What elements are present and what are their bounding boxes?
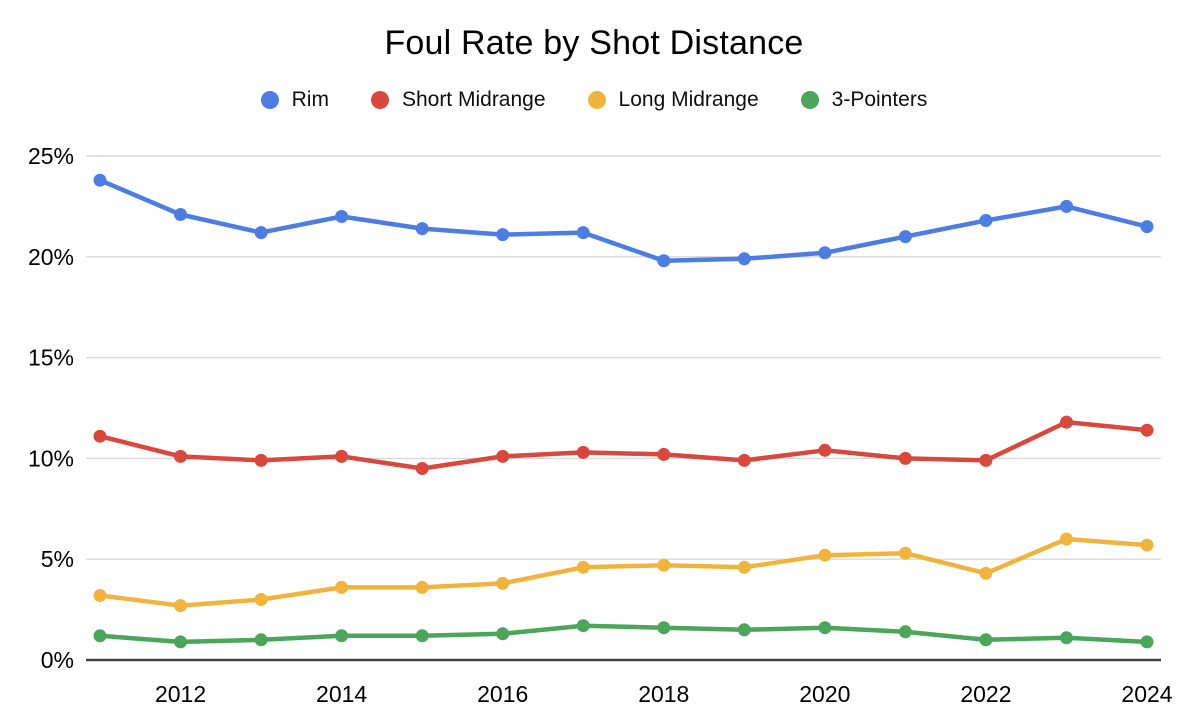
point-long-midrange-2012[interactable] bbox=[174, 599, 187, 613]
point-rim-2017[interactable] bbox=[576, 226, 590, 240]
point-3-pointers-2016[interactable] bbox=[496, 627, 510, 641]
point-3-pointers-2011[interactable] bbox=[93, 629, 107, 643]
legend-swatch-3-pointers-icon bbox=[800, 91, 819, 109]
point-short-midrange-2020[interactable] bbox=[818, 443, 832, 457]
point-rim-2022[interactable] bbox=[979, 214, 993, 227]
point-rim-2016[interactable] bbox=[496, 228, 510, 242]
point-short-midrange-2015[interactable] bbox=[415, 462, 429, 475]
point-long-midrange-2011[interactable] bbox=[93, 589, 107, 602]
point-short-midrange-2023[interactable] bbox=[1060, 415, 1073, 429]
legend-item-long-midrange[interactable]: Long Midrange bbox=[587, 88, 759, 112]
point-3-pointers-2023[interactable] bbox=[1060, 631, 1073, 645]
point-3-pointers-2021[interactable] bbox=[898, 625, 912, 639]
line-short-midrange bbox=[97, 419, 1150, 471]
point-rim-2020[interactable] bbox=[818, 246, 832, 260]
y-tick-label-15: 15% bbox=[28, 345, 74, 371]
point-long-midrange-2024[interactable] bbox=[1140, 538, 1154, 552]
point-rim-2015[interactable] bbox=[415, 222, 429, 236]
point-long-midrange-2022[interactable] bbox=[979, 566, 993, 580]
legend-label-short-midrange: Short Midrange bbox=[401, 88, 546, 111]
legend-item-3-pointers[interactable]: 3-Pointers bbox=[800, 88, 928, 112]
point-long-midrange-2018[interactable] bbox=[657, 558, 671, 572]
point-short-midrange-2012[interactable] bbox=[174, 449, 187, 463]
point-3-pointers-2015[interactable] bbox=[415, 629, 429, 643]
legend-swatch-long-midrange-icon bbox=[587, 91, 606, 109]
point-3-pointers-2022[interactable] bbox=[979, 633, 993, 647]
chart-title: Foul Rate by Shot Distance bbox=[384, 24, 804, 62]
x-tick-label-2012: 2012 bbox=[155, 681, 206, 707]
legend-swatch-rim-icon bbox=[260, 91, 279, 109]
point-3-pointers-2024[interactable] bbox=[1140, 635, 1154, 649]
line-chart: 0% 5% 10% 15% 20% 25% 2012 2014 2016 2018 2020 2022… bbox=[28, 143, 1173, 707]
point-long-midrange-2013[interactable] bbox=[254, 593, 268, 606]
point-3-pointers-2020[interactable] bbox=[818, 621, 832, 635]
point-short-midrange-2019[interactable] bbox=[737, 453, 751, 467]
point-long-midrange-2019[interactable] bbox=[737, 560, 751, 574]
y-tick-label-25: 25% bbox=[28, 143, 74, 169]
point-rim-2023[interactable] bbox=[1060, 199, 1073, 213]
point-long-midrange-2016[interactable] bbox=[496, 576, 510, 590]
point-long-midrange-2015[interactable] bbox=[415, 580, 429, 594]
legend-item-short-midrange[interactable]: Short Midrange bbox=[370, 88, 546, 112]
point-rim-2011[interactable] bbox=[93, 173, 107, 187]
point-3-pointers-2012[interactable] bbox=[174, 635, 187, 649]
point-3-pointers-2014[interactable] bbox=[335, 629, 349, 643]
plot-area: 0% 5% 10% 15% 20% 25% 2012 2014 2016 2018 2020 2022… bbox=[0, 130, 1188, 728]
point-short-midrange-2014[interactable] bbox=[335, 449, 349, 463]
x-tick-label-2022: 2022 bbox=[960, 681, 1011, 707]
point-short-midrange-2011[interactable] bbox=[93, 429, 107, 443]
legend-item-rim[interactable]: Rim bbox=[260, 88, 329, 112]
point-long-midrange-2023[interactable] bbox=[1060, 532, 1073, 546]
point-rim-2018[interactable] bbox=[657, 254, 671, 268]
x-tick-label-2024: 2024 bbox=[1121, 681, 1172, 707]
point-short-midrange-2024[interactable] bbox=[1140, 423, 1154, 437]
point-long-midrange-2014[interactable] bbox=[335, 580, 349, 594]
point-long-midrange-2021[interactable] bbox=[898, 546, 912, 560]
point-3-pointers-2019[interactable] bbox=[737, 623, 751, 637]
point-rim-2013[interactable] bbox=[254, 226, 268, 240]
point-short-midrange-2017[interactable] bbox=[576, 445, 590, 459]
point-rim-2012[interactable] bbox=[174, 208, 187, 221]
y-tick-label-20: 20% bbox=[28, 244, 74, 270]
x-tick-label-2014: 2014 bbox=[316, 681, 367, 707]
legend: Rim Short Midrange Long Midrange 3-Pointers bbox=[0, 88, 1188, 112]
x-tick-label-2020: 2020 bbox=[799, 681, 850, 707]
point-rim-2014[interactable] bbox=[335, 210, 349, 223]
point-rim-2019[interactable] bbox=[737, 252, 751, 266]
point-long-midrange-2017[interactable] bbox=[576, 560, 590, 574]
point-short-midrange-2018[interactable] bbox=[657, 447, 671, 461]
line-rim bbox=[97, 177, 1150, 264]
y-tick-label-5: 5% bbox=[41, 546, 74, 572]
x-tick-label-2016: 2016 bbox=[477, 681, 528, 707]
line-3-pointers bbox=[97, 623, 1150, 645]
point-3-pointers-2017[interactable] bbox=[576, 619, 590, 633]
y-tick-label-10: 10% bbox=[28, 445, 74, 471]
point-rim-2024[interactable] bbox=[1140, 220, 1154, 234]
x-tick-label-2018: 2018 bbox=[638, 681, 689, 707]
point-short-midrange-2022[interactable] bbox=[979, 453, 993, 467]
legend-swatch-short-midrange-icon bbox=[370, 91, 389, 109]
point-short-midrange-2021[interactable] bbox=[898, 451, 912, 465]
legend-label-3-pointers: 3-Pointers bbox=[831, 88, 928, 111]
legend-label-rim: Rim bbox=[291, 88, 329, 111]
point-short-midrange-2016[interactable] bbox=[496, 449, 510, 463]
legend-label-long-midrange: Long Midrange bbox=[618, 88, 759, 111]
point-3-pointers-2018[interactable] bbox=[657, 621, 671, 635]
point-short-midrange-2013[interactable] bbox=[254, 453, 268, 467]
line-long-midrange bbox=[97, 536, 1150, 608]
point-long-midrange-2020[interactable] bbox=[818, 548, 832, 562]
point-3-pointers-2013[interactable] bbox=[254, 633, 268, 647]
y-tick-label-0: 0% bbox=[41, 647, 74, 673]
point-rim-2021[interactable] bbox=[898, 230, 912, 244]
